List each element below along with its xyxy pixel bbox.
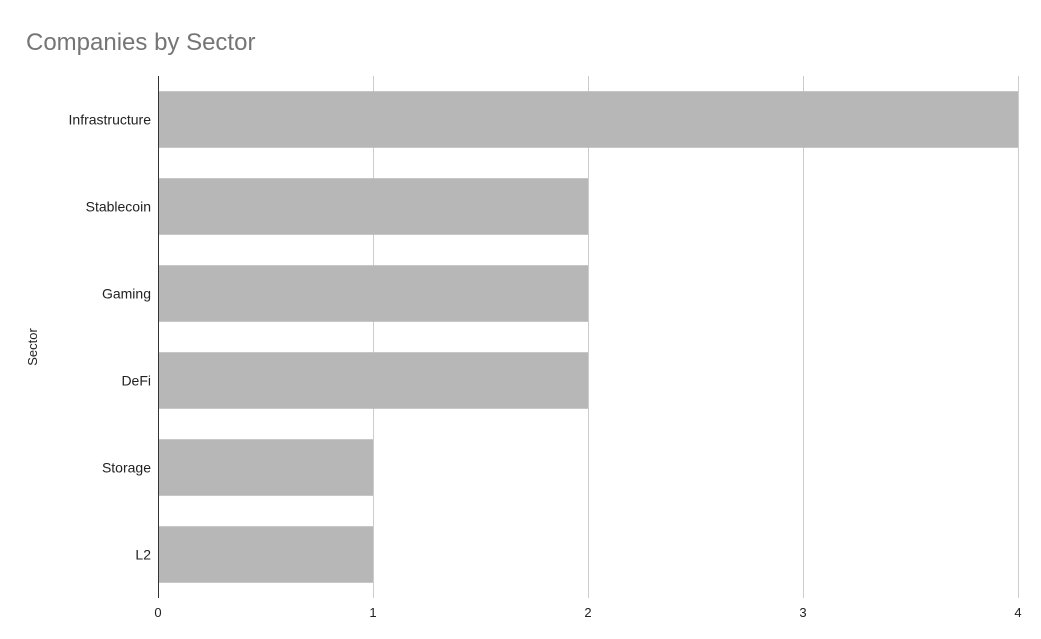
bar[interactable] [158,178,588,235]
category-label: DeFi [121,373,151,389]
x-tick-label: 2 [584,605,591,620]
bar[interactable] [158,265,588,322]
category-label: Gaming [102,286,151,302]
category-label: Storage [102,460,151,476]
gridlines [373,76,1019,598]
bar[interactable] [158,526,373,583]
bar[interactable] [158,439,373,496]
bars [158,91,1018,583]
y-axis-title: Sector [25,328,40,366]
x-tick-label: 3 [799,605,806,620]
category-labels: Infrastructure Stablecoin Gaming DeFi Storag… [69,112,152,563]
x-tick-label: 0 [154,605,161,620]
bar[interactable] [158,352,588,409]
x-tick-label: 1 [369,605,376,620]
bar[interactable] [158,91,1018,148]
x-tick-labels: 0 1 2 3 4 [154,605,1021,620]
x-tick-label: 4 [1014,605,1021,620]
category-label: Stablecoin [86,199,151,215]
category-label: L2 [135,547,151,563]
category-label: Infrastructure [69,112,152,128]
chart-title: Companies by Sector [26,29,256,56]
